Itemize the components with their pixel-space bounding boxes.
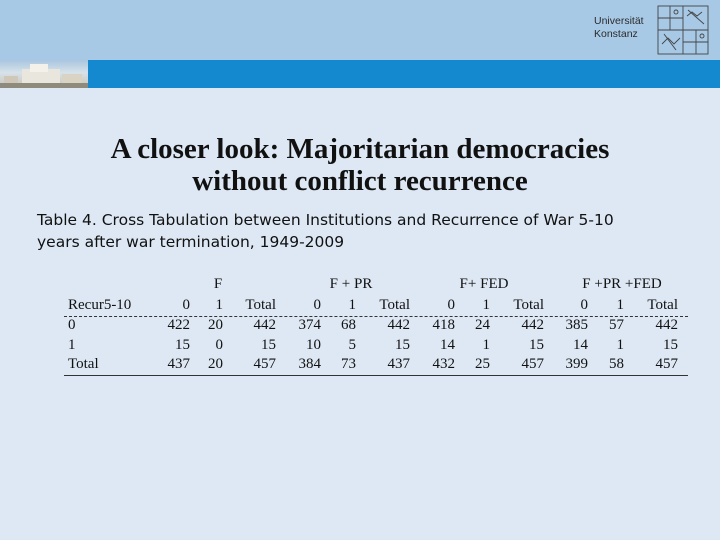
table-cell: 20 — [208, 317, 223, 333]
table-cell: 374 — [298, 317, 322, 333]
header-accent-band — [88, 60, 720, 88]
table-cell: 418 — [432, 317, 456, 333]
table-cell: 15 — [395, 337, 410, 353]
slide-title-line2: without conflict recurrence — [192, 165, 528, 197]
sub-header: 1 — [616, 297, 625, 313]
table-row: 1 15 0 15 10 5 15 14 1 15 14 1 15 — [64, 337, 688, 356]
table-cell: 1 — [616, 337, 625, 353]
table-cell: 15 — [261, 337, 276, 353]
sub-header: Total — [647, 297, 678, 313]
sub-header: Total — [379, 297, 410, 313]
table-cell: 457 — [253, 356, 277, 372]
sub-header: 0 — [580, 297, 589, 313]
slide-title: A closer look: Majoritarian democracies … — [40, 133, 680, 197]
table-cell: 442 — [387, 317, 411, 333]
campus-photo — [0, 60, 88, 88]
group-header: F +PR +FED — [582, 276, 662, 292]
table-cell: 14 — [440, 337, 455, 353]
group-header-row: F F + PR F+ FED F +PR +FED — [64, 276, 688, 295]
table-cell: 5 — [348, 337, 357, 353]
group-header: F+ FED — [459, 276, 509, 292]
table-bottom-rule — [64, 375, 688, 376]
table-cell: 399 — [565, 356, 589, 372]
sub-header: Total — [513, 297, 544, 313]
table-cell: 24 — [475, 317, 490, 333]
sub-header-row: Recur5-10 0 1 Total 0 1 Total 0 1 Total … — [64, 297, 688, 316]
table-cell: 442 — [521, 317, 545, 333]
table-row: Total 437 20 457 384 73 437 432 25 457 3… — [64, 356, 688, 375]
university-name: Universität Konstanz — [594, 15, 652, 41]
table-cell: 10 — [306, 337, 321, 353]
row-label: 0 — [68, 317, 76, 333]
table-cell: 422 — [167, 317, 191, 333]
table-cell: 57 — [609, 317, 624, 333]
sub-header: 0 — [313, 297, 322, 313]
sub-header: 0 — [182, 297, 191, 313]
table-cell: 437 — [167, 356, 191, 372]
group-header: F — [213, 276, 223, 292]
slide-title-line1: A closer look: Majoritarian democracies — [110, 133, 610, 165]
sub-header: 1 — [482, 297, 491, 313]
table-row: 0 422 20 442 374 68 442 418 24 442 385 5… — [64, 317, 688, 336]
sub-header: 1 — [348, 297, 357, 313]
table-cell: 0 — [215, 337, 224, 353]
table-cell: 442 — [253, 317, 277, 333]
table-caption-line2: years after war termination, 1949-2009 — [37, 233, 345, 251]
sub-header: Total — [245, 297, 276, 313]
table-cell: 20 — [208, 356, 223, 372]
table-cell: 15 — [529, 337, 544, 353]
table-cell: 432 — [432, 356, 456, 372]
table-cell: 25 — [475, 356, 490, 372]
table-cell: 457 — [655, 356, 679, 372]
university-name-line1: Universität — [594, 15, 644, 27]
sub-header: 0 — [447, 297, 456, 313]
table-cell: 437 — [387, 356, 411, 372]
table-caption: Table 4. Cross Tabulation between Instit… — [37, 209, 697, 253]
row-label-header: Recur5-10 — [68, 297, 132, 313]
table-cell: 442 — [655, 317, 679, 333]
table-cell: 68 — [341, 317, 356, 333]
table-cell: 73 — [341, 356, 356, 372]
table-cell: 15 — [175, 337, 190, 353]
table-cell: 1 — [482, 337, 491, 353]
table-cell: 58 — [609, 356, 624, 372]
sub-header: 1 — [215, 297, 224, 313]
row-label: 1 — [68, 337, 76, 353]
table-cell: 385 — [565, 317, 589, 333]
table-cell: 15 — [663, 337, 678, 353]
university-logo-icon — [657, 5, 709, 55]
table-cell: 384 — [298, 356, 322, 372]
table-cell: 14 — [573, 337, 588, 353]
header-divider — [64, 316, 688, 317]
table-caption-line1: Table 4. Cross Tabulation between Instit… — [37, 211, 614, 229]
group-header: F + PR — [329, 276, 373, 292]
header-bar — [0, 0, 720, 60]
university-name-line2: Konstanz — [594, 28, 638, 40]
row-label: Total — [68, 356, 99, 372]
table-cell: 457 — [521, 356, 545, 372]
